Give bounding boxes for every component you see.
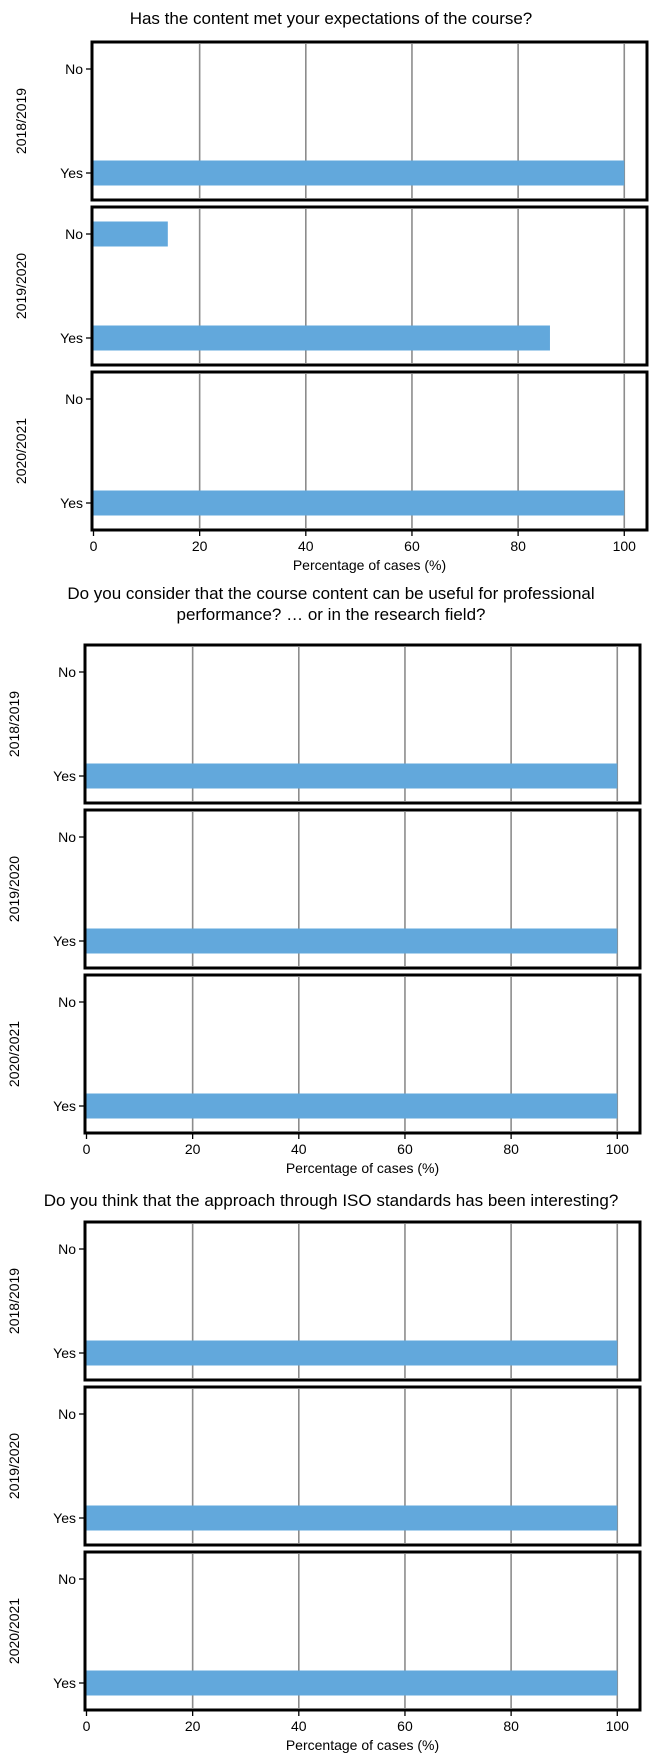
- y-tick-label: No: [65, 226, 83, 242]
- y-tick-label: Yes: [60, 495, 83, 511]
- bar-yes: [93, 325, 550, 351]
- x-tick-label: 20: [192, 538, 208, 554]
- chart-title: Do you consider that the course content …: [67, 584, 595, 624]
- panel-label: 2019/2020: [6, 1433, 22, 1499]
- y-tick-label: Yes: [53, 1510, 76, 1526]
- panel-2020-2021: No Yes 2020/2021: [6, 973, 642, 1135]
- panel-frame: [90, 370, 649, 532]
- y-tick-label: Yes: [53, 933, 76, 949]
- panel-label: 2018/2019: [6, 1268, 22, 1334]
- chart-usefulness: Do you consider that the course content …: [0, 570, 662, 1180]
- x-tick-label: 20: [185, 1718, 201, 1734]
- panel-2018-2019: No Yes 2018/2019: [6, 643, 642, 805]
- panel-label: 2019/2020: [13, 253, 29, 319]
- panel-label: 2020/2021: [6, 1598, 22, 1664]
- panel-label: 2020/2021: [6, 1021, 22, 1087]
- panel-frame: [90, 205, 649, 367]
- y-tick-label: Yes: [53, 1675, 76, 1691]
- panel-frame: [83, 1220, 642, 1382]
- x-tick-label: 0: [90, 538, 98, 554]
- x-tick-label: 80: [503, 1718, 519, 1734]
- chart-plot: No Yes 2018/2019 No Yes 2019/2020 No Yes 2020/20…: [6, 1220, 642, 1753]
- bar-yes: [86, 1670, 618, 1696]
- y-tick-label: No: [58, 829, 76, 845]
- panel-label: 2018/2019: [6, 691, 22, 757]
- x-axis-label: Percentage of cases (%): [293, 557, 446, 573]
- chart-plot: No Yes 2018/2019 No Yes 2019/2020 No Yes 2020/20…: [6, 643, 642, 1176]
- y-tick-label: Yes: [53, 1345, 76, 1361]
- panel-label: 2019/2020: [6, 856, 22, 922]
- panel-2019-2020: No Yes 2019/2020: [6, 808, 642, 970]
- x-axis-label: Percentage of cases (%): [286, 1160, 439, 1176]
- bar-yes: [93, 490, 625, 516]
- bar-yes: [93, 160, 625, 186]
- panel-2020-2021: No Yes 2020/2021: [13, 370, 649, 532]
- x-tick-label: 0: [83, 1718, 91, 1734]
- x-tick-label: 60: [397, 1141, 413, 1157]
- bar-no: [93, 221, 168, 247]
- bar-yes: [86, 1340, 618, 1366]
- y-tick-label: Yes: [60, 165, 83, 181]
- y-tick-label: No: [58, 1571, 76, 1587]
- x-tick-label: 60: [404, 538, 420, 554]
- x-tick-label: 40: [298, 538, 314, 554]
- x-tick-label: 0: [83, 1141, 91, 1157]
- chart-iso-approach: Do you think that the approach through I…: [0, 1180, 662, 1756]
- y-tick-label: No: [65, 61, 83, 77]
- chart-plot: No Yes 2018/2019 No Yes 2019/2020 No Yes 2020/20…: [13, 40, 649, 573]
- chart-title: Has the content met your expectations of…: [129, 9, 533, 28]
- panel-2018-2019: No Yes 2018/2019: [13, 40, 649, 202]
- panel-label: 2020/2021: [13, 418, 29, 484]
- y-tick-label: No: [58, 664, 76, 680]
- panel-frame: [83, 1385, 642, 1547]
- bar-yes: [86, 1505, 618, 1531]
- panel-label: 2018/2019: [13, 88, 29, 154]
- y-tick-label: Yes: [60, 330, 83, 346]
- x-tick-label: 60: [397, 1718, 413, 1734]
- y-tick-label: No: [58, 1241, 76, 1257]
- y-tick-label: No: [65, 391, 83, 407]
- panel-frame: [83, 1550, 642, 1712]
- bar-yes: [86, 1093, 618, 1119]
- x-tick-label: 40: [291, 1718, 307, 1734]
- y-tick-label: Yes: [53, 1098, 76, 1114]
- y-tick-label: No: [58, 994, 76, 1010]
- x-axis-label: Percentage of cases (%): [286, 1737, 439, 1753]
- x-tick-label: 100: [606, 1141, 630, 1157]
- panel-frame: [83, 973, 642, 1135]
- panel-frame: [83, 808, 642, 970]
- chart-title: Do you think that the approach through I…: [43, 1191, 619, 1210]
- bar-yes: [86, 928, 618, 954]
- y-tick-label: Yes: [53, 768, 76, 784]
- panel-frame: [83, 643, 642, 805]
- x-tick-label: 40: [291, 1141, 307, 1157]
- panel-2020-2021: No Yes 2020/2021: [6, 1550, 642, 1712]
- panel-2019-2020: No Yes 2019/2020: [6, 1385, 642, 1547]
- panel-2019-2020: No Yes 2019/2020: [13, 205, 649, 367]
- panel-2018-2019: No Yes 2018/2019: [6, 1220, 642, 1382]
- chart-expectations: Has the content met your expectations of…: [0, 0, 662, 573]
- x-tick-label: 80: [503, 1141, 519, 1157]
- x-tick-label: 100: [613, 538, 637, 554]
- x-tick-label: 20: [185, 1141, 201, 1157]
- x-tick-label: 80: [510, 538, 526, 554]
- x-tick-label: 100: [606, 1718, 630, 1734]
- y-tick-label: No: [58, 1406, 76, 1422]
- panel-frame: [90, 40, 649, 202]
- bar-yes: [86, 763, 618, 789]
